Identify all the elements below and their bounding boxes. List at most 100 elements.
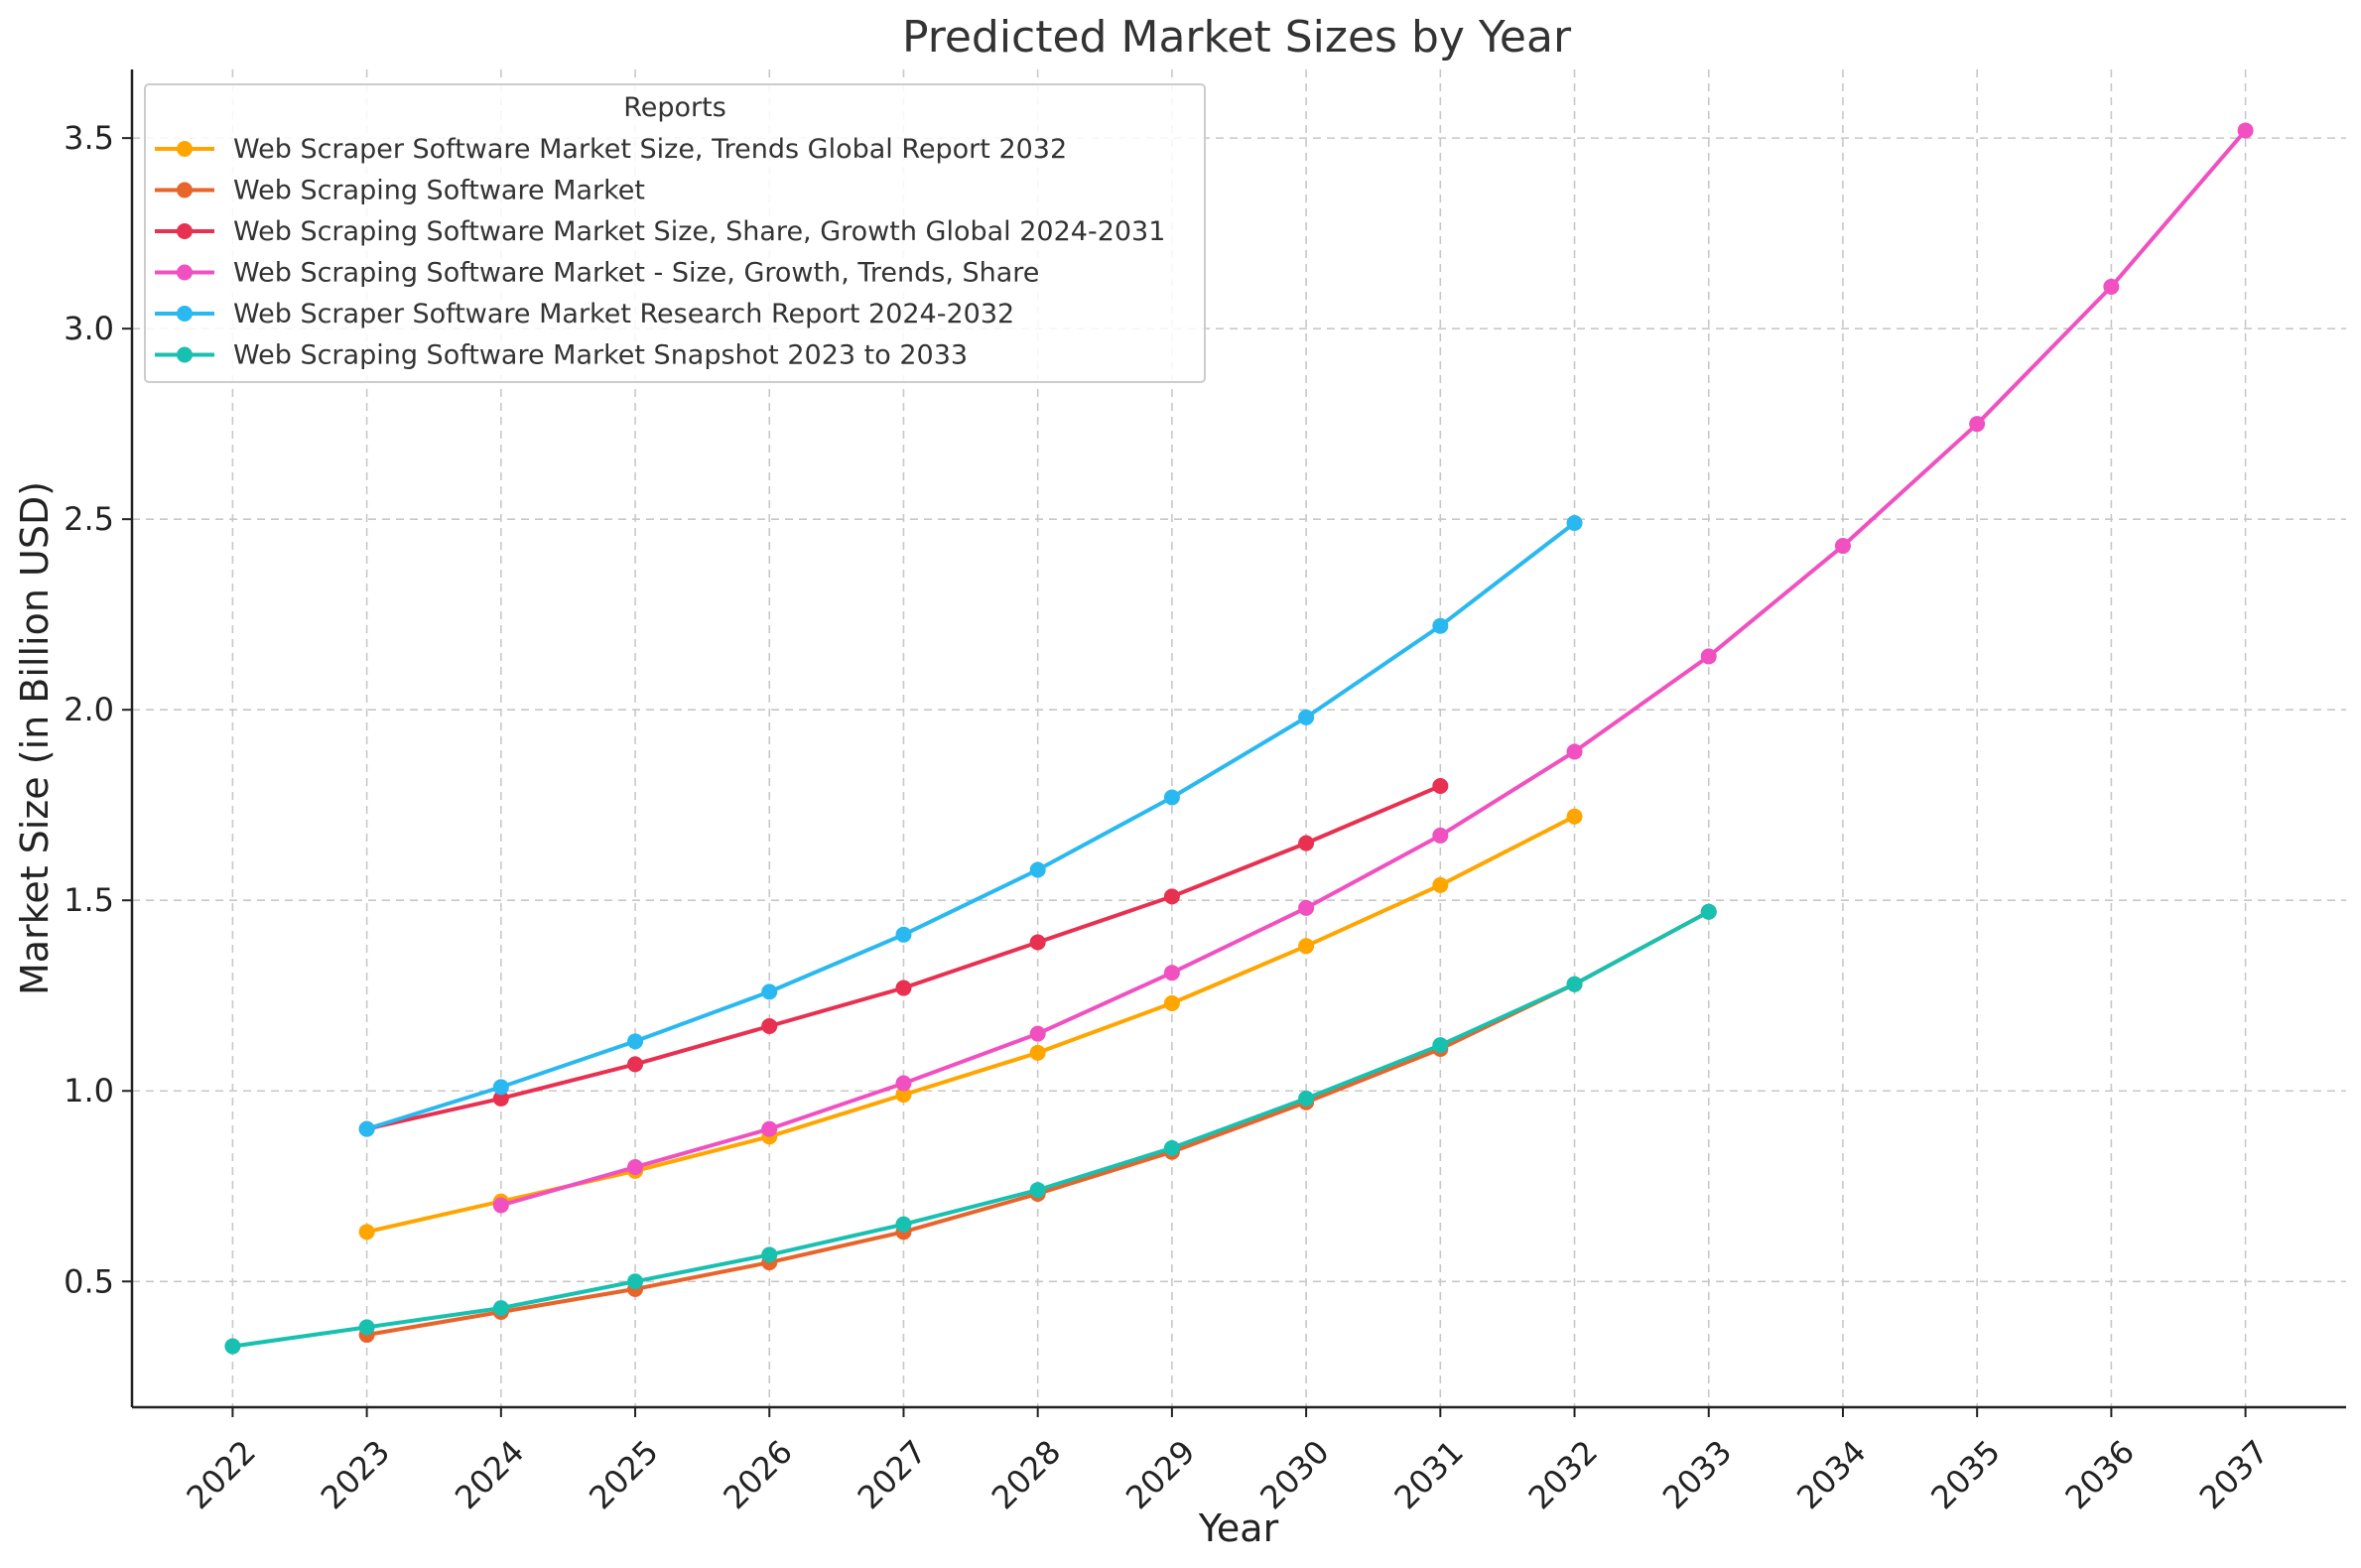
data-point (627, 1159, 644, 1176)
x-tick-label: 2031 (1386, 1433, 1470, 1516)
data-point (1029, 1182, 1046, 1199)
data-point (761, 1246, 778, 1263)
x-tick-label: 2029 (1118, 1433, 1202, 1516)
series-2 (358, 903, 1717, 1344)
data-point (358, 1120, 375, 1137)
chart-title: Predicted Market Sizes by Year (902, 12, 1572, 63)
data-point (1700, 903, 1717, 920)
x-tick-label: 2027 (851, 1433, 934, 1516)
y-tick-label: 1.5 (64, 881, 114, 919)
data-point (1029, 1044, 1046, 1061)
data-point (1566, 808, 1583, 825)
data-point (492, 1090, 509, 1107)
legend: Reports Web Scraper Software Market Size… (144, 83, 1206, 383)
data-point (1432, 876, 1449, 893)
x-tick-label: 2023 (314, 1433, 397, 1516)
data-point (358, 1319, 375, 1336)
data-point (895, 1216, 912, 1233)
data-point (627, 1273, 644, 1290)
data-point (1432, 617, 1449, 634)
legend-marker (177, 223, 193, 239)
data-point (358, 1224, 375, 1241)
data-point (895, 1075, 912, 1092)
data-point (1163, 1139, 1180, 1156)
series-line (364, 521, 1577, 1131)
x-tick-label: 2034 (1789, 1433, 1873, 1516)
x-tick-label: 2024 (448, 1433, 531, 1516)
data-point (761, 1120, 778, 1137)
x-tick-label: 2036 (2058, 1433, 2142, 1516)
data-point (1163, 789, 1180, 806)
data-point (1432, 827, 1449, 844)
data-point (761, 1017, 778, 1034)
data-point (1163, 888, 1180, 905)
legend-marker (177, 182, 193, 198)
data-point (1298, 835, 1315, 851)
legend-box (144, 83, 1206, 383)
data-point (1029, 934, 1046, 951)
data-point (1163, 965, 1180, 981)
legend-label: Web Scraping Software Market Snapshot 20… (233, 340, 968, 371)
data-point (627, 1056, 644, 1073)
legend-marker (177, 346, 193, 363)
legend-marker (177, 264, 193, 281)
legend-title: Reports (623, 92, 726, 123)
series-4 (492, 122, 2254, 1214)
x-tick-label: 2022 (180, 1433, 263, 1516)
x-tick-label: 2032 (1521, 1433, 1605, 1516)
data-point (627, 1033, 644, 1050)
legend-label: Web Scraping Software Market Size, Share… (233, 216, 1165, 247)
data-point (1298, 938, 1315, 955)
data-point (1700, 648, 1717, 665)
series-6 (224, 903, 1717, 1355)
y-tick-label: 2.0 (64, 691, 114, 728)
data-point (1834, 538, 1851, 555)
y-axis-label: Market Size (in Billion USD) (13, 481, 57, 995)
series-line (364, 814, 1577, 1235)
data-point (1969, 416, 1986, 433)
x-tick-label: 2037 (2192, 1433, 2276, 1516)
series-line (230, 909, 1711, 1349)
data-point (2237, 122, 2254, 139)
data-point (492, 1197, 509, 1214)
y-tick-label: 2.5 (64, 500, 114, 538)
legend-label: Web Scraping Software Market (233, 176, 645, 206)
legend-marker (177, 141, 193, 157)
x-tick-label: 2030 (1252, 1433, 1336, 1516)
data-point (492, 1079, 509, 1096)
data-point (895, 1087, 912, 1104)
series (224, 122, 2254, 1355)
legend-label: Web Scraping Software Market - Size, Gro… (233, 258, 1039, 289)
x-tick-label: 2033 (1655, 1433, 1739, 1516)
data-point (492, 1300, 509, 1317)
x-tick-label: 2025 (582, 1433, 665, 1516)
series-3 (358, 778, 1449, 1137)
data-point (1029, 1025, 1046, 1042)
data-point (1432, 1037, 1449, 1054)
y-tick-label: 1.0 (64, 1072, 114, 1110)
data-point (1029, 861, 1046, 878)
data-point (1298, 1090, 1315, 1107)
data-point (895, 926, 912, 943)
legend-marker (177, 306, 193, 322)
legend-label: Web Scraper Software Market Research Rep… (233, 299, 1014, 329)
legend-label: Web Scraper Software Market Size, Trends… (233, 134, 1067, 165)
y-tick-label: 0.5 (64, 1262, 114, 1300)
y-tick-label: 3.0 (64, 310, 114, 347)
data-point (2103, 278, 2120, 295)
data-point (1566, 743, 1583, 760)
data-point (224, 1338, 241, 1355)
data-point (1298, 899, 1315, 916)
series-line (498, 128, 2248, 1208)
data-point (1298, 709, 1315, 725)
x-tick-label: 2028 (984, 1433, 1068, 1516)
data-point (895, 980, 912, 996)
x-tick-label: 2035 (1923, 1433, 2007, 1516)
x-axis-label: Year (1198, 1506, 1279, 1550)
data-point (1566, 976, 1583, 992)
data-point (1163, 994, 1180, 1011)
series-5 (358, 515, 1583, 1137)
data-point (761, 983, 778, 1000)
data-point (1432, 778, 1449, 795)
